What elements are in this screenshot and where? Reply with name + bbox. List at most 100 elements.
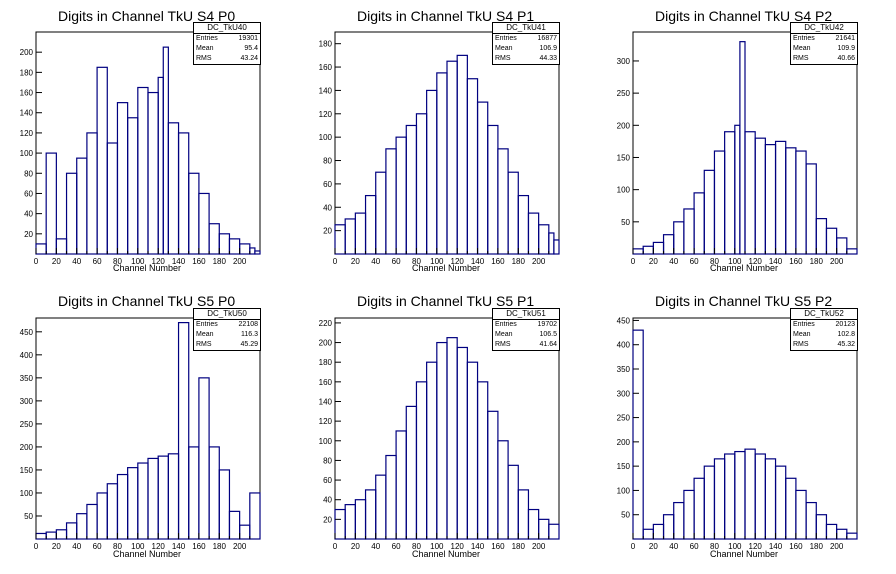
histogram-bin: [548, 523, 560, 540]
histogram-bin: [744, 131, 756, 255]
y-tick-label: 350: [20, 374, 34, 383]
histogram-bin: [805, 163, 817, 255]
histogram-bin: [632, 248, 644, 255]
histogram-bin: [167, 122, 180, 255]
histogram-bin: [96, 66, 108, 255]
x-tick-label: 0: [631, 542, 636, 551]
stats-rms-label: RMS: [793, 55, 809, 62]
x-tick-label: 40: [371, 257, 380, 266]
y-tick-label: 450: [617, 316, 631, 325]
histogram-bin: [764, 144, 777, 255]
histogram-bin: [55, 238, 68, 255]
histogram-bin: [538, 518, 550, 540]
histogram-bin: [673, 221, 685, 255]
y-tick-label: 220: [319, 319, 333, 328]
histogram-bin: [334, 508, 346, 540]
x-tick-label: 0: [333, 257, 338, 266]
histogram-bin: [167, 453, 180, 540]
histogram-bin: [734, 124, 741, 255]
y-tick-label: 120: [319, 110, 333, 119]
histogram-bin: [254, 250, 261, 255]
histogram-bin: [487, 410, 499, 540]
histogram-bin: [157, 76, 164, 255]
histogram-bin: [476, 101, 489, 255]
y-tick-label: 100: [617, 186, 631, 195]
histogram-bin: [86, 132, 98, 255]
stats-rms-value: 44.33: [539, 55, 557, 62]
histogram-bin: [188, 446, 200, 540]
histogram-bin: [466, 78, 479, 255]
histogram-bin: [218, 233, 231, 255]
y-tick-label: 60: [24, 189, 33, 198]
histogram-bin: [375, 474, 387, 540]
y-tick-label: 40: [323, 203, 332, 212]
histogram-bin: [846, 248, 858, 255]
histogram-bin: [127, 467, 139, 540]
stats-mean-value: 116.3: [241, 331, 258, 338]
stats-mean-label: Mean: [793, 45, 811, 52]
histogram-bin: [683, 489, 695, 540]
histogram-bin: [744, 448, 756, 540]
histogram-bin: [825, 227, 838, 255]
stats-entries-row: Entries 19301: [194, 34, 260, 44]
histogram-bin: [364, 194, 377, 255]
x-tick-label: 160: [192, 542, 206, 551]
stats-box: DC_TkU41 Entries 16877 Mean 106.9 RMS 44.33: [492, 22, 560, 65]
y-tick-label: 180: [319, 358, 333, 367]
histogram-bin: [846, 532, 858, 540]
stats-entries-label: Entries: [196, 321, 218, 328]
stats-histogram-name: DC_TkU51: [493, 309, 559, 320]
x-axis-label: Channel Number: [710, 549, 779, 559]
histogram-bin: [106, 483, 119, 540]
plot-frame: [334, 31, 560, 255]
histogram-bin: [739, 41, 746, 255]
histogram-bin: [527, 212, 540, 255]
x-tick-label: 40: [669, 257, 678, 266]
y-tick-label: 50: [621, 218, 630, 227]
histogram-bin: [137, 86, 149, 255]
stats-rms-value: 40.66: [837, 55, 855, 62]
stats-mean-value: 106.9: [539, 45, 557, 52]
histogram-bin: [825, 523, 838, 540]
histogram-bin: [754, 453, 766, 540]
histogram-bin: [774, 465, 787, 540]
plot-frame: [632, 31, 858, 255]
y-tick-label: 150: [617, 462, 631, 471]
y-tick-label: 120: [319, 417, 333, 426]
histogram-bin: [497, 148, 509, 255]
histogram-bin: [652, 523, 665, 540]
x-tick-label: 0: [631, 257, 636, 266]
stats-rms-row: RMS 44.33: [493, 54, 559, 64]
histogram-bin: [354, 212, 367, 255]
x-tick-label: 160: [491, 542, 505, 551]
stats-entries-value: 22108: [238, 321, 258, 328]
stats-entries-label: Entries: [793, 35, 815, 42]
stats-histogram-name: DC_TkU41: [493, 23, 559, 34]
histogram-bin: [137, 462, 149, 540]
histogram-bin: [76, 157, 88, 255]
histogram-bin: [785, 147, 797, 255]
histogram-bin: [795, 150, 807, 255]
histogram-bin: [375, 171, 387, 255]
histogram-bin: [45, 531, 57, 540]
stats-rms-row: RMS 40.66: [791, 54, 857, 64]
y-tick-label: 300: [617, 389, 631, 398]
y-tick-label: 300: [20, 397, 34, 406]
x-axis-label: Channel Number: [113, 263, 182, 273]
histogram-bin: [106, 142, 119, 255]
stats-mean-row: Mean 116.3: [194, 330, 260, 340]
histogram-bin: [55, 529, 68, 540]
histogram-bin: [405, 124, 418, 255]
stats-mean-row: Mean 109.9: [791, 44, 857, 54]
x-tick-label: 180: [810, 257, 824, 266]
x-tick-label: 20: [649, 257, 658, 266]
histogram-bin: [703, 465, 716, 540]
stats-rms-row: RMS 43.24: [194, 54, 260, 64]
histogram-bin: [815, 218, 828, 255]
x-axis-label: Channel Number: [412, 549, 481, 559]
x-tick-label: 60: [690, 542, 699, 551]
stats-rms-label: RMS: [495, 55, 511, 62]
histogram-bin: [673, 501, 685, 540]
plot-title: Digits in Channel TkU S4 P2: [655, 8, 833, 24]
